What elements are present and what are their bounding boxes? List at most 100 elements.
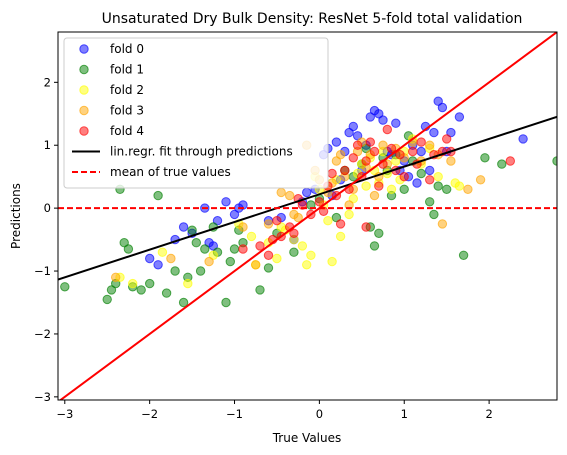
data-point (386, 184, 397, 195)
data-point (412, 178, 422, 188)
data-point (518, 134, 528, 144)
legend-label: fold 3 (110, 104, 144, 118)
data-point (102, 294, 112, 305)
x-tick-label: 0 (316, 407, 323, 421)
data-point (157, 247, 168, 257)
axes-frame (57, 31, 558, 401)
legend-marker (79, 105, 89, 116)
data-point (335, 231, 346, 242)
data-point (437, 102, 448, 113)
data-point (365, 137, 375, 147)
y-tick-label: −3 (34, 390, 51, 404)
data-point (297, 241, 308, 251)
legend-marker (79, 126, 89, 136)
data-point (433, 181, 443, 191)
x-tick-label: 1 (401, 407, 408, 421)
data-point (458, 250, 469, 261)
data-point (285, 190, 295, 201)
legend-box (63, 37, 329, 189)
data-point (437, 219, 448, 229)
data-point (166, 253, 176, 264)
data-point (331, 137, 342, 147)
data-point (238, 200, 248, 210)
data-point (302, 260, 312, 270)
data-point (204, 256, 214, 267)
data-point (314, 197, 325, 207)
data-point (344, 200, 354, 210)
data-point (416, 137, 426, 147)
data-point (416, 146, 426, 157)
x-axis-label: True Values (272, 431, 342, 445)
data-point (374, 181, 384, 191)
data-point (136, 285, 146, 295)
data-point (340, 165, 350, 176)
data-point (229, 244, 240, 254)
data-point (425, 197, 435, 207)
data-point (111, 272, 121, 282)
data-point (463, 184, 473, 195)
legend-marker (79, 85, 89, 95)
data-point (187, 225, 197, 235)
data-point (289, 228, 299, 239)
data-point (475, 175, 486, 185)
data-point (369, 241, 380, 251)
data-point (433, 172, 443, 182)
data-point (221, 197, 231, 207)
data-point (145, 253, 155, 264)
data-point (302, 187, 312, 198)
legend-label: fold 4 (110, 124, 144, 138)
data-point (272, 253, 282, 264)
data-point (454, 181, 465, 191)
data-point (442, 134, 452, 144)
data-point (145, 278, 155, 289)
chart-title: Unsaturated Dry Bulk Density: ResNet 5-f… (102, 11, 523, 27)
data-point (425, 165, 435, 176)
data-point (335, 150, 346, 160)
data-point (229, 209, 240, 220)
y-tick-label: −2 (34, 327, 51, 341)
data-point (246, 231, 257, 242)
data-point (153, 190, 163, 201)
data-point (429, 127, 439, 138)
data-point (416, 168, 426, 179)
data-point (378, 115, 388, 125)
data-point (153, 260, 163, 270)
data-point (318, 206, 329, 217)
data-point (361, 156, 371, 166)
x-axis: −3 −2 −1 0 1 2 (56, 400, 493, 421)
data-point (327, 256, 337, 267)
data-point (306, 250, 316, 261)
data-point (374, 228, 384, 239)
data-point (399, 172, 409, 182)
data-point (425, 140, 435, 150)
data-point (238, 222, 248, 232)
data-point (183, 278, 193, 289)
data-point (255, 241, 265, 251)
lin-regr-fit-through-predictions-line (58, 115, 557, 281)
data-point (352, 140, 363, 150)
legend-marker (79, 44, 89, 54)
data-point (123, 244, 134, 254)
data-point (221, 297, 231, 308)
data-point (225, 256, 236, 267)
data-point (327, 168, 337, 179)
legend-label: fold 2 (110, 83, 144, 97)
data-point (191, 238, 202, 248)
data-point (195, 266, 206, 276)
data-point (442, 184, 452, 195)
legend-label: fold 1 (110, 63, 144, 77)
data-point (369, 190, 380, 201)
data-point (369, 146, 380, 157)
data-point (505, 156, 515, 166)
legend: fold 0 fold 1 fold 2 fold 3 fold 4 lin.regr. … (63, 37, 329, 189)
data-point (238, 244, 248, 254)
x-tick-label: −2 (141, 407, 158, 421)
data-point (263, 250, 274, 261)
data-point (382, 124, 392, 135)
data-point (429, 209, 439, 220)
data-point (399, 184, 409, 195)
data-point (289, 247, 299, 257)
data-point (361, 181, 371, 191)
data-point (161, 288, 172, 298)
